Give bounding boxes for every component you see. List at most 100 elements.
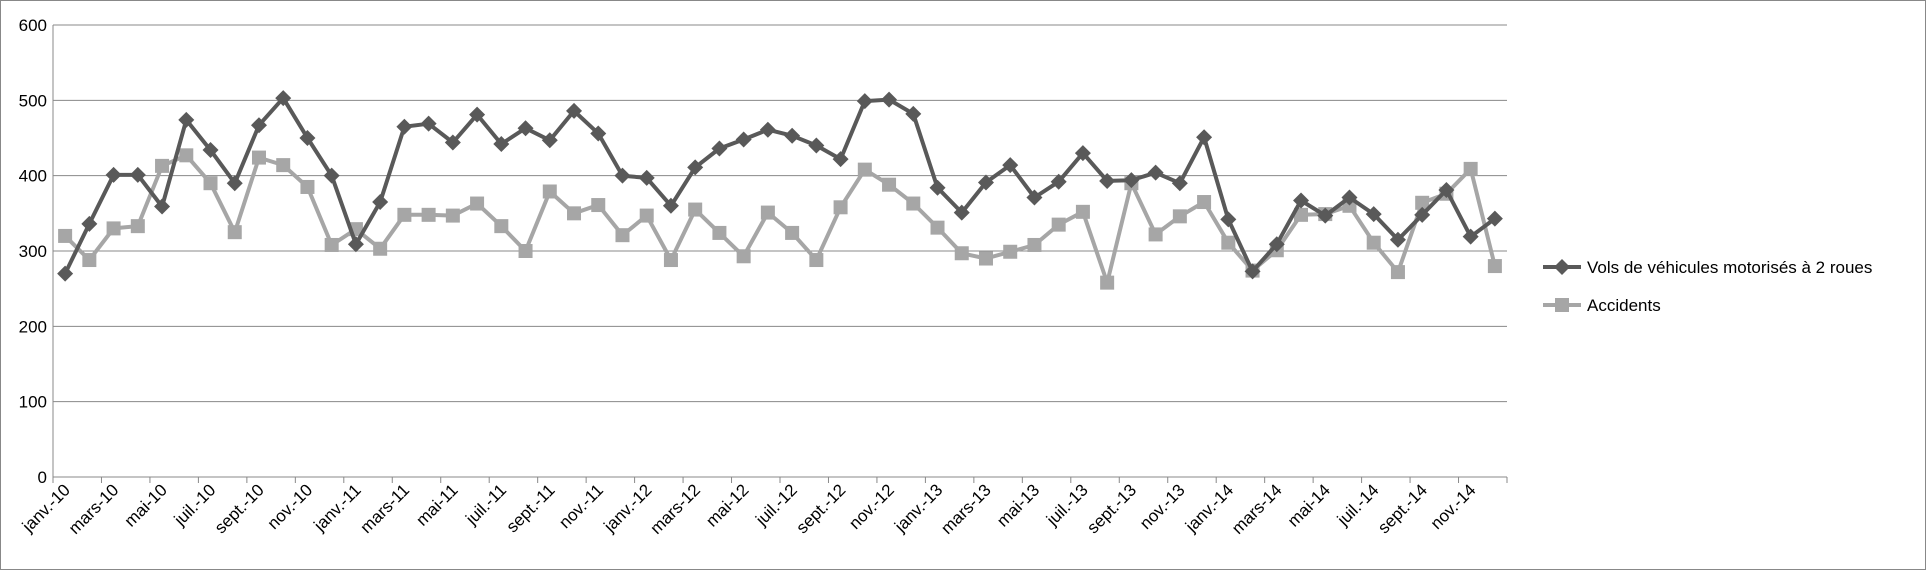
data-point — [323, 167, 340, 184]
legend: Vols de véhicules motorisés à 2 roues Acc… — [1543, 258, 1872, 315]
data-point — [203, 176, 218, 191]
data-point — [1220, 211, 1237, 228]
data-point — [1026, 189, 1043, 206]
data-point — [250, 117, 267, 134]
data-point — [372, 194, 389, 211]
x-tick-label: mai-14 — [1284, 480, 1334, 530]
data-point — [541, 132, 558, 149]
data-point — [1366, 235, 1381, 250]
data-point — [1268, 236, 1285, 253]
data-point — [735, 131, 752, 148]
data-point — [1221, 235, 1236, 250]
series-lines — [57, 90, 1503, 290]
x-tick-label: janv.-11 — [310, 480, 365, 535]
data-point — [615, 228, 630, 243]
x-tick-label: mars-10 — [65, 480, 123, 538]
data-point — [1171, 175, 1188, 192]
square-icon — [1555, 298, 1569, 312]
x-tick-label: sept.-13 — [1083, 480, 1140, 537]
data-point — [1463, 161, 1478, 176]
data-point — [1147, 164, 1164, 181]
data-point — [1197, 195, 1212, 210]
data-point — [470, 196, 485, 211]
data-point — [105, 166, 122, 183]
data-point — [808, 137, 825, 154]
data-point — [421, 207, 436, 222]
data-point — [711, 140, 728, 157]
data-point — [1415, 195, 1430, 210]
data-point — [1100, 275, 1115, 290]
data-point — [1075, 204, 1090, 219]
data-point — [977, 174, 994, 191]
data-point — [275, 90, 292, 107]
x-tick-label: mars-12 — [646, 480, 704, 538]
x-tick-label: sept.-11 — [503, 480, 559, 536]
data-point — [785, 225, 800, 240]
data-point — [760, 205, 775, 220]
data-point — [712, 225, 727, 240]
data-point — [1244, 263, 1261, 280]
x-tick-label: mars-11 — [357, 480, 414, 537]
data-point — [591, 198, 606, 213]
data-point — [493, 136, 510, 153]
data-point — [1050, 173, 1067, 190]
data-point — [444, 134, 461, 151]
data-point — [1438, 181, 1455, 198]
data-point — [154, 198, 171, 215]
data-point — [1002, 157, 1019, 174]
data-point — [978, 251, 993, 266]
x-tick-label: sept.-10 — [211, 480, 268, 537]
data-point — [759, 121, 776, 138]
data-point — [638, 169, 655, 186]
data-point — [1341, 189, 1358, 206]
data-point — [809, 253, 824, 268]
data-point — [833, 200, 848, 215]
data-point — [906, 196, 921, 211]
x-tick-label: janv.-12 — [600, 480, 656, 536]
y-tick-label: 0 — [38, 468, 47, 487]
data-point — [251, 150, 266, 165]
data-point — [1294, 207, 1309, 222]
x-tick-label: mai-13 — [993, 480, 1043, 530]
data-point — [1317, 207, 1334, 224]
data-point — [1123, 172, 1140, 189]
data-point — [687, 159, 704, 176]
data-point — [1365, 206, 1382, 223]
data-point — [518, 244, 533, 258]
data-point — [856, 93, 873, 110]
x-tick-label: sept.-12 — [793, 480, 850, 537]
data-point — [1414, 206, 1431, 223]
x-tick-label: janv.-14 — [1181, 480, 1237, 536]
x-tick-label: janv.-10 — [18, 480, 74, 536]
data-point — [469, 106, 486, 123]
data-point — [930, 220, 945, 235]
data-point — [542, 184, 557, 199]
data-point — [155, 158, 170, 173]
data-point — [1172, 209, 1187, 224]
data-point — [373, 241, 388, 256]
data-point — [882, 177, 897, 192]
x-tick-label: nov.-10 — [264, 480, 317, 533]
x-tick-label: mai-10 — [121, 480, 171, 530]
data-point — [784, 127, 801, 144]
x-tick-label: mars-13 — [937, 480, 995, 538]
data-point — [639, 208, 654, 223]
data-point — [179, 148, 194, 163]
data-point — [567, 206, 582, 221]
axes — [52, 25, 1508, 483]
y-tick-label: 300 — [19, 242, 47, 261]
data-point — [445, 208, 460, 223]
data-point — [953, 204, 970, 221]
data-point — [129, 166, 146, 183]
y-tick-label: 200 — [19, 317, 47, 336]
data-point — [1051, 217, 1066, 232]
data-point — [226, 175, 243, 192]
data-point — [688, 202, 703, 217]
x-tick-label: sept.-14 — [1374, 480, 1431, 537]
data-point — [1293, 192, 1310, 209]
data-point — [324, 237, 339, 252]
diamond-icon — [1554, 259, 1570, 275]
data-point — [663, 253, 678, 268]
x-tick-label: nov.-12 — [845, 480, 898, 533]
